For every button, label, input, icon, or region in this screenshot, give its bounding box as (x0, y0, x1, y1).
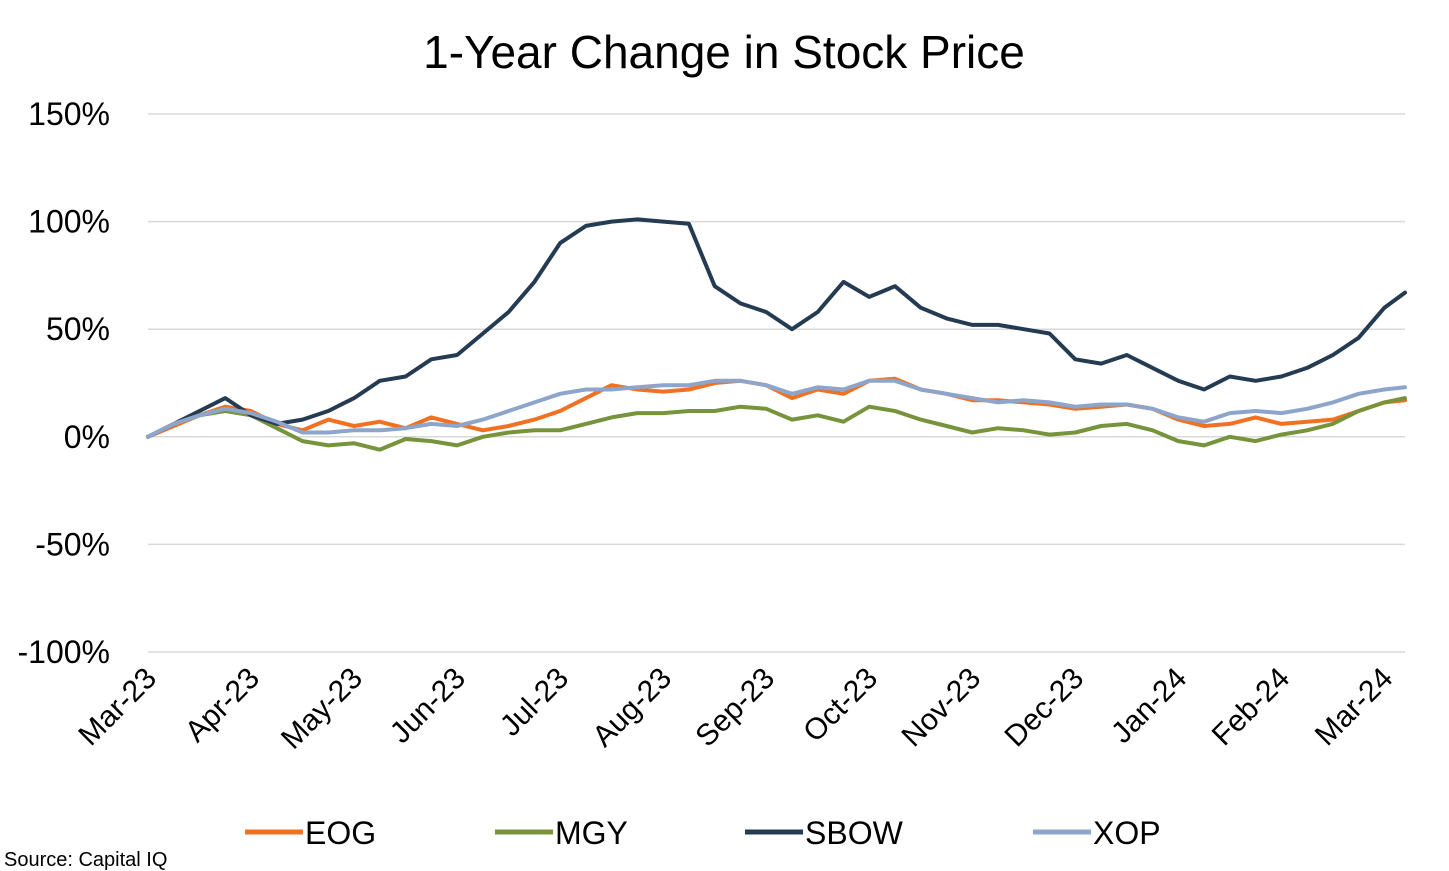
legend: EOG MGY SBOW XOP (245, 815, 1161, 851)
y-tick-label: 50% (46, 311, 110, 347)
x-tick-label: Apr-23 (179, 662, 266, 749)
y-tick-label: 0% (64, 419, 110, 455)
x-axis-ticks: Mar-23 Apr-23 May-23 Jun-23 Jul-23 Aug-23 Sep-… (72, 662, 1399, 756)
x-tick-label: Jan-24 (1105, 662, 1193, 750)
x-tick-label: Jul-23 (494, 662, 575, 743)
source-note: Source: Capital IQ (4, 849, 167, 871)
y-tick-label: 150% (28, 96, 110, 132)
legend-label-sbow: SBOW (805, 815, 904, 851)
y-tick-label: -100% (18, 634, 111, 670)
x-tick-label: Sep-23 (689, 662, 781, 754)
x-tick-label: Aug-23 (586, 662, 678, 754)
x-tick-label: Mar-24 (1309, 662, 1400, 753)
x-tick-label: Mar-23 (72, 662, 163, 753)
gridlines (148, 113, 1405, 653)
x-tick-label: Jun-23 (384, 662, 472, 750)
legend-label-xop: XOP (1093, 815, 1161, 851)
series-lines (146, 217, 1407, 452)
series-line-sbow (146, 217, 1407, 439)
x-tick-label: Nov-23 (895, 662, 987, 754)
x-tick-label: Oct-23 (797, 662, 884, 749)
series-line-mgy (146, 396, 1407, 452)
chart-title: 1-Year Change in Stock Price (423, 26, 1025, 78)
y-tick-label: 100% (28, 204, 110, 240)
series-line-xop (146, 378, 1407, 439)
x-tick-label: Dec-23 (999, 662, 1091, 754)
legend-label-mgy: MGY (555, 815, 628, 851)
x-tick-label: May-23 (275, 662, 369, 756)
y-axis-ticks: 150% 100% 50% 0% -50% -100% (18, 96, 111, 670)
legend-label-eog: EOG (305, 815, 376, 851)
y-tick-label: -50% (35, 526, 110, 562)
x-tick-label: Feb-24 (1206, 662, 1297, 753)
series-line-eog (146, 376, 1407, 439)
